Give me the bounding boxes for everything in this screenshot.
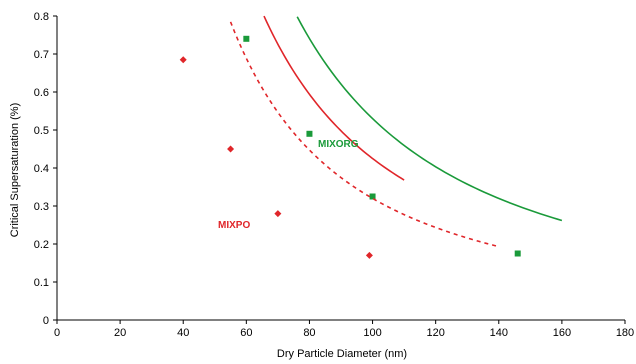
- y-tick-label: 0.1: [34, 277, 49, 289]
- x-tick-label: 60: [240, 327, 252, 339]
- y-tick-label: 0.5: [34, 125, 49, 137]
- mixorg-data-point: [369, 193, 376, 200]
- mixorg-data-point: [243, 35, 250, 42]
- x-tick-label: 80: [303, 327, 315, 339]
- y-tick-label: 0.3: [34, 201, 49, 213]
- plot-area: 0 20 40 60 80 100 120 140 160 180 0 0.1 0.2 0.3 0.4 0.5…: [34, 11, 634, 339]
- x-tick-label: 20: [114, 327, 126, 339]
- mixpo-data-point: [274, 210, 282, 218]
- y-tick-label: 0.7: [34, 49, 49, 61]
- y-tick-label: 0.8: [34, 11, 49, 23]
- y-tick-label: 0.4: [34, 163, 49, 175]
- mixpo-fit-curve: [263, 15, 405, 181]
- y-axis-title: Critical Supersaturation (%): [9, 103, 21, 238]
- mixpo-label: MIXPO: [218, 220, 250, 231]
- mixorg-label: MIXORG: [318, 139, 359, 150]
- mixorg-data-point: [514, 250, 521, 257]
- x-tick-label: 120: [426, 327, 444, 339]
- x-tick-label: 140: [490, 327, 508, 339]
- y-tick-label: 0: [43, 315, 49, 327]
- mixorg-fit-curve: [296, 16, 563, 222]
- y-tick-label: 0.2: [34, 239, 49, 251]
- mixpo-data-point: [227, 145, 235, 153]
- mixpo-dashed-curve: [229, 21, 499, 248]
- x-tick-label: 180: [616, 327, 634, 339]
- x-tick-label: 100: [363, 327, 381, 339]
- x-tick-label: 160: [553, 327, 571, 339]
- mixorg-data-point: [306, 130, 313, 137]
- y-tick-label: 0.6: [34, 87, 49, 99]
- x-tick-label: 40: [177, 327, 189, 339]
- mixpo-data-point: [365, 251, 373, 259]
- x-tick-label: 0: [54, 327, 60, 339]
- x-axis-title: Dry Particle Diameter (nm): [277, 348, 407, 360]
- mixpo-data-point: [179, 56, 187, 64]
